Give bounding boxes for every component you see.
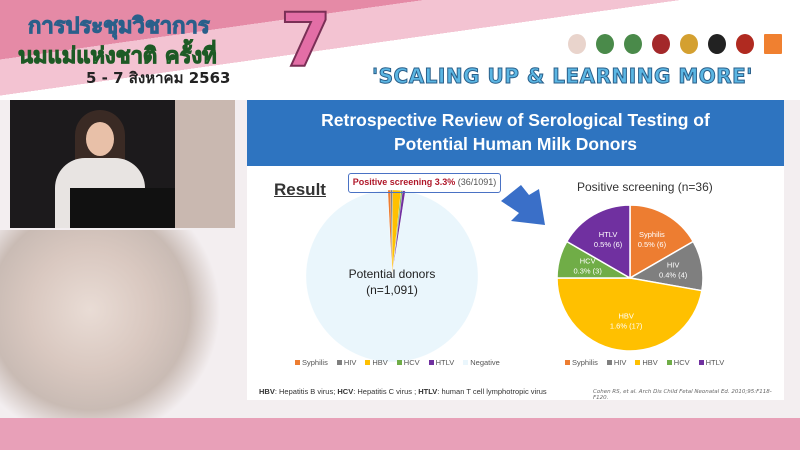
legend-item: HTLV (428, 358, 455, 367)
citation: Cohen RS, et al. Arch Dis Child Fetal Ne… (593, 389, 772, 401)
left-chart-center-count: (n=1,091) (366, 283, 418, 297)
legend-swatch (565, 360, 570, 365)
data-label-value: 0.4% (4) (659, 270, 688, 279)
legend-swatch (635, 360, 641, 365)
legend-label: HIV (343, 358, 357, 367)
data-label-value: 1.6% (17) (610, 322, 643, 331)
legend-item: HCV (396, 358, 420, 367)
pie-slice-negative (305, 189, 479, 363)
legend-label: Syphilis (572, 358, 598, 367)
logo-icon (678, 32, 700, 56)
banner-slogan: 'SCALING UP & LEARNING MORE' (372, 64, 753, 89)
legend-label: Negative (470, 358, 500, 367)
logo-icon (762, 32, 784, 56)
abbr-definition: : Hepatitis C virus ; (353, 387, 419, 396)
data-label-value: 0.5% (6) (594, 240, 623, 249)
abbr-definition: : Hepatitis B virus; (274, 387, 338, 396)
data-label-name: HBV (618, 312, 633, 321)
presenter-webcam (10, 100, 235, 228)
legend-item: Negative (463, 358, 500, 367)
presentation-slide: Retrospective Review of Serological Test… (247, 100, 784, 401)
legend-item: HCV (666, 358, 690, 367)
legend-item: Syphilis (565, 358, 598, 367)
banner-dates: 5 - 7 สิงหาคม 2563 (86, 69, 231, 87)
legend-swatch (606, 360, 612, 365)
abbr-term: HCV (337, 387, 354, 396)
right-chart-title: Positive screening (n=36) (577, 180, 713, 194)
slide-title-line1: Retrospective Review of Serological Test… (321, 110, 710, 130)
logo-icon (594, 32, 616, 56)
bottom-band (0, 418, 800, 450)
background-image (175, 100, 235, 228)
legend-swatch (428, 360, 434, 365)
legend-item: HIV (336, 358, 357, 367)
legend-swatch (336, 360, 342, 365)
legend-label: HTLV (705, 358, 725, 367)
legend-swatch (463, 360, 469, 365)
legend-item: HBV (365, 358, 388, 367)
legend-label: HIV (613, 358, 627, 367)
banner-title-line1: การประชุมวิชาการ (28, 14, 211, 40)
legend-swatch (365, 360, 371, 365)
abbr-definition: : human T cell lymphotropic virus (437, 387, 547, 396)
callout-percent: Positive screening 3.3% (352, 177, 456, 187)
banner-number: 7 (279, 0, 332, 84)
legend-swatch (666, 360, 672, 365)
legend-item: HIV (606, 358, 627, 367)
data-label-name: HTLV (599, 230, 618, 239)
legend-item: HBV (635, 358, 658, 367)
legend-item: Syphilis (295, 358, 328, 367)
abbreviations-footnote: HBV: Hepatitis B virus; HCV: Hepatitis C… (259, 387, 547, 396)
data-label-name: HIV (667, 260, 680, 269)
pie-slice-htlv (565, 204, 631, 280)
arrow-icon (501, 185, 545, 225)
legend-swatch (698, 360, 704, 365)
left-chart-legend: Syphilis HIV HBV HCV HTLV Negative (295, 358, 500, 367)
legend-swatch (396, 360, 402, 365)
positive-screening-callout: Positive screening 3.3% (36/1091) (348, 173, 501, 193)
pie-slice-hbv (556, 277, 703, 352)
pie-slice-syphilis (629, 204, 695, 280)
conference-banner: การประชุมวิชาการ นมแม่แห่งชาติ ครั้งที่ … (0, 0, 800, 100)
legend-label: HBV (372, 358, 388, 367)
legend-label: HCV (403, 358, 420, 367)
data-label-name: HCV (580, 257, 596, 266)
data-label-value: 0.3% (3) (574, 267, 603, 276)
legend-swatch (295, 360, 300, 365)
legend-label: HCV (673, 358, 690, 367)
slide-title: Retrospective Review of Serological Test… (247, 100, 784, 166)
logo-icon (650, 32, 672, 56)
logo-icon (706, 32, 728, 56)
callout-count: (36/1091) (457, 177, 497, 187)
result-heading: Result (274, 180, 326, 199)
legend-item: HTLV (698, 358, 725, 367)
left-chart-center-label: Potential donors (349, 267, 436, 281)
podium (70, 188, 180, 228)
legend-label: Syphilis (302, 358, 328, 367)
legend-label: HTLV (435, 358, 455, 367)
decorative-child-photo (0, 230, 245, 420)
legend-label: HBV (642, 358, 658, 367)
abbr-term: HBV (259, 387, 275, 396)
slide-title-line2: Potential Human Milk Donors (393, 134, 638, 154)
logo-icon (622, 32, 644, 56)
data-label-value: 0.5% (6) (638, 240, 667, 249)
abbr-term: HTLV (418, 387, 438, 396)
sponsor-logos (566, 32, 784, 56)
banner-title-line2: นมแม่แห่งชาติ ครั้งที่ (18, 44, 218, 70)
presenter-face (86, 122, 114, 156)
logo-icon (734, 32, 756, 56)
data-label-name: Syphilis (639, 230, 665, 239)
logo-icon (566, 32, 588, 56)
right-chart-legend: Syphilis HIV HBV HCV HTLV (565, 358, 724, 367)
